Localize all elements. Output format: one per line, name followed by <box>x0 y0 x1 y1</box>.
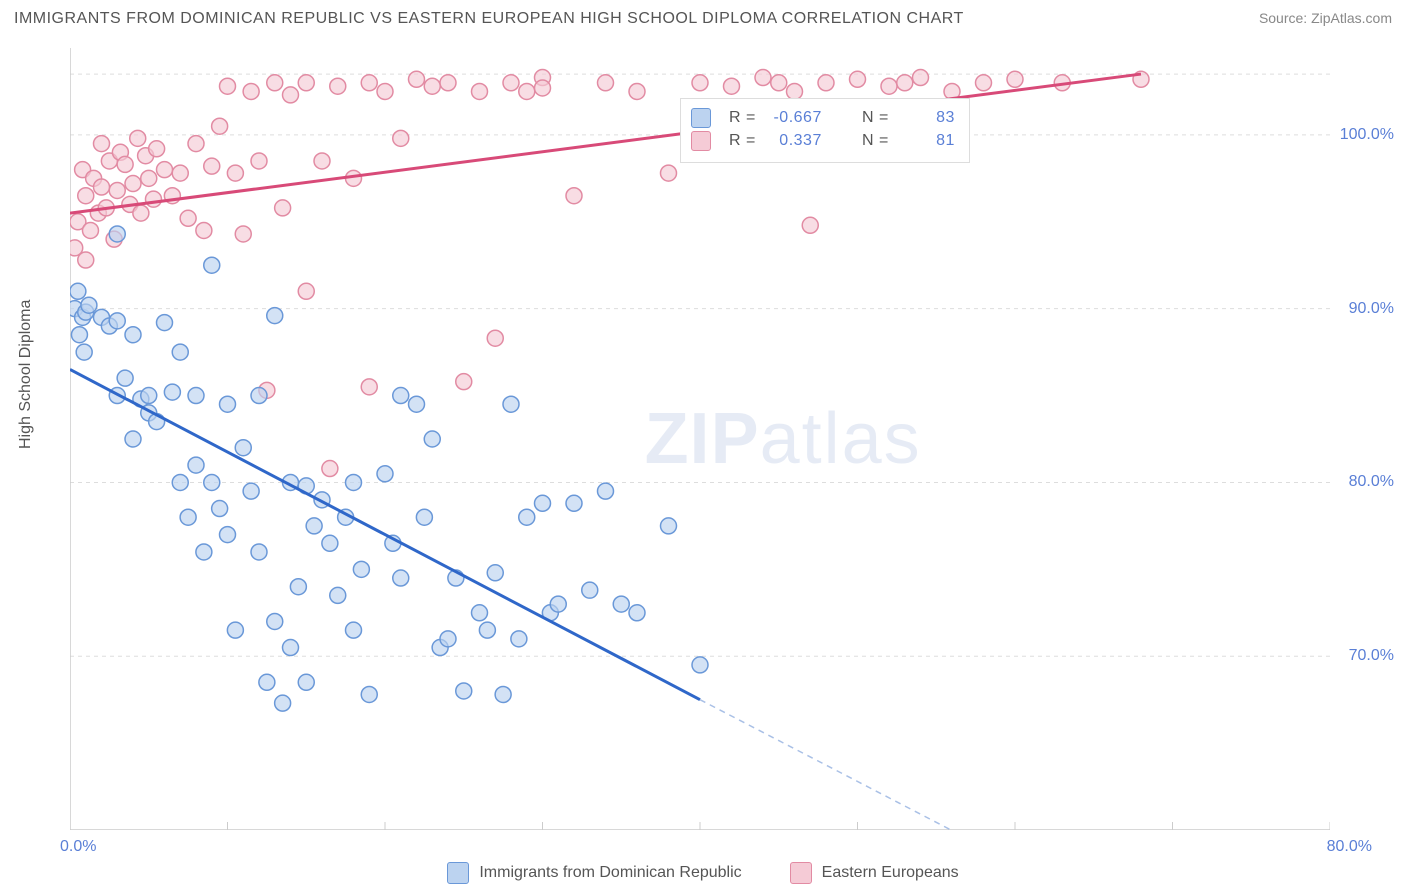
legend-label-s1: Immigrants from Dominican Republic <box>479 864 741 882</box>
s2-n-value: 81 <box>899 132 955 150</box>
n-label: N = <box>862 132 889 150</box>
s1-r-value: -0.667 <box>766 109 822 127</box>
r-label: R = <box>729 109 756 127</box>
chart-source: Source: ZipAtlas.com <box>1259 10 1392 26</box>
legend-row-s1: R = -0.667 N = 83 <box>691 108 955 128</box>
series-legend: Immigrants from Dominican Republic Easte… <box>0 862 1406 884</box>
legend-item-s2: Eastern Europeans <box>790 862 959 884</box>
legend-label-s2: Eastern Europeans <box>822 864 959 882</box>
chart-header: IMMIGRANTS FROM DOMINICAN REPUBLIC VS EA… <box>14 10 1392 28</box>
scatter-plot: R = -0.667 N = 83 R = 0.337 N = 81 ZIPat… <box>70 48 1330 830</box>
s1-n-value: 83 <box>899 109 955 127</box>
r-label: R = <box>729 132 756 150</box>
chart-svg <box>70 48 1330 830</box>
y-tick-label: 100.0% <box>1340 126 1394 144</box>
swatch-s2-icon <box>790 862 812 884</box>
y-tick-label: 90.0% <box>1349 300 1394 318</box>
n-label: N = <box>862 109 889 127</box>
swatch-s1-icon <box>447 862 469 884</box>
legend-row-s2: R = 0.337 N = 81 <box>691 131 955 151</box>
y-tick-label: 70.0% <box>1349 647 1394 665</box>
y-tick-label: 80.0% <box>1349 473 1394 491</box>
legend-item-s1: Immigrants from Dominican Republic <box>447 862 741 884</box>
x-tick-right: 80.0% <box>1327 838 1372 856</box>
s2-r-value: 0.337 <box>766 132 822 150</box>
correlation-legend: R = -0.667 N = 83 R = 0.337 N = 81 <box>680 98 970 163</box>
swatch-s1-icon <box>691 108 711 128</box>
swatch-s2-icon <box>691 131 711 151</box>
y-axis-label: High School Diploma <box>17 300 35 449</box>
chart-title: IMMIGRANTS FROM DOMINICAN REPUBLIC VS EA… <box>14 10 964 28</box>
x-tick-left: 0.0% <box>60 838 96 856</box>
